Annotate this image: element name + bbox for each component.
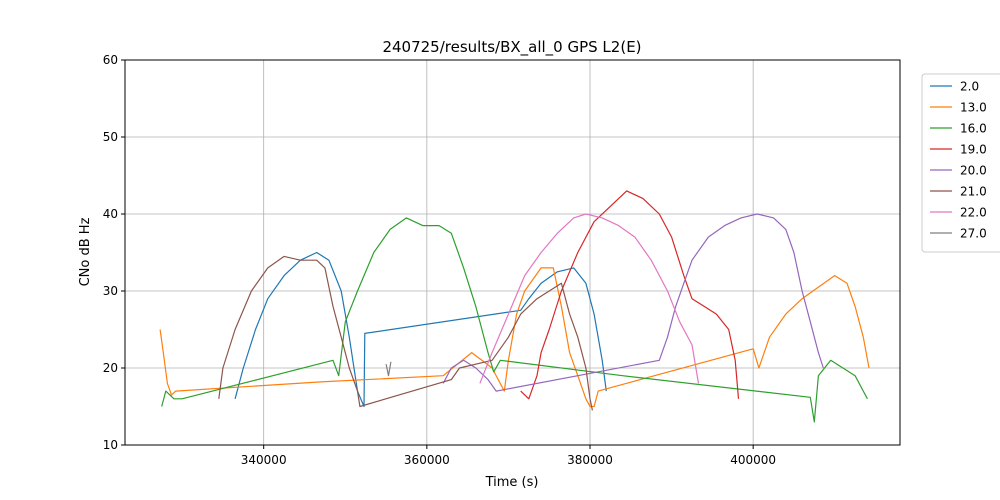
plot-series (159, 190, 870, 423)
series-line-16.0 (161, 217, 868, 423)
legend-label: 2.0 (960, 80, 979, 94)
y-tick-label: 30 (103, 284, 118, 298)
legend-label: 22.0 (960, 206, 987, 220)
x-tick-label: 400000 (730, 453, 776, 467)
y-tick-label: 40 (103, 207, 118, 221)
series-line-2.0 (234, 251, 607, 408)
plot-frame (124, 59, 901, 446)
y-tick-label: 20 (103, 361, 118, 375)
series-line-13.0 (159, 267, 870, 408)
x-tick-label: 360000 (404, 453, 450, 467)
legend: 2.0 13.0 16.0 19.0 20.0 21.0 22.0 27.0 (921, 73, 1000, 253)
series-line-22.0 (479, 213, 700, 384)
legend-label: 20.0 (960, 164, 987, 178)
x-tick-label: 340000 (241, 453, 287, 467)
series-line-21.0 (218, 255, 593, 411)
legend-label: 21.0 (960, 185, 987, 199)
series-line-20.0 (442, 213, 824, 392)
y-tick-label: 50 (103, 130, 118, 144)
y-tick-label: 60 (103, 53, 118, 67)
series-line-27.0 (385, 361, 392, 377)
chart-title: 240725/results/BX_all_0 GPS L2(E) (382, 38, 641, 57)
legend-box (921, 73, 1000, 253)
series-line-19.0 (520, 190, 740, 400)
legend-label: 16.0 (960, 122, 987, 136)
x-axis-label: Time (s) (485, 475, 539, 490)
axis-ticks: 340000 360000 380000 400000 10 20 30 40 50 60 (103, 53, 776, 467)
y-axis-label: CNo dB Hz (78, 217, 93, 286)
legend-label: 27.0 (960, 227, 987, 241)
x-tick-label: 380000 (567, 453, 613, 467)
legend-label: 19.0 (960, 143, 987, 157)
legend-label: 13.0 (960, 101, 987, 115)
y-tick-label: 10 (103, 438, 118, 452)
